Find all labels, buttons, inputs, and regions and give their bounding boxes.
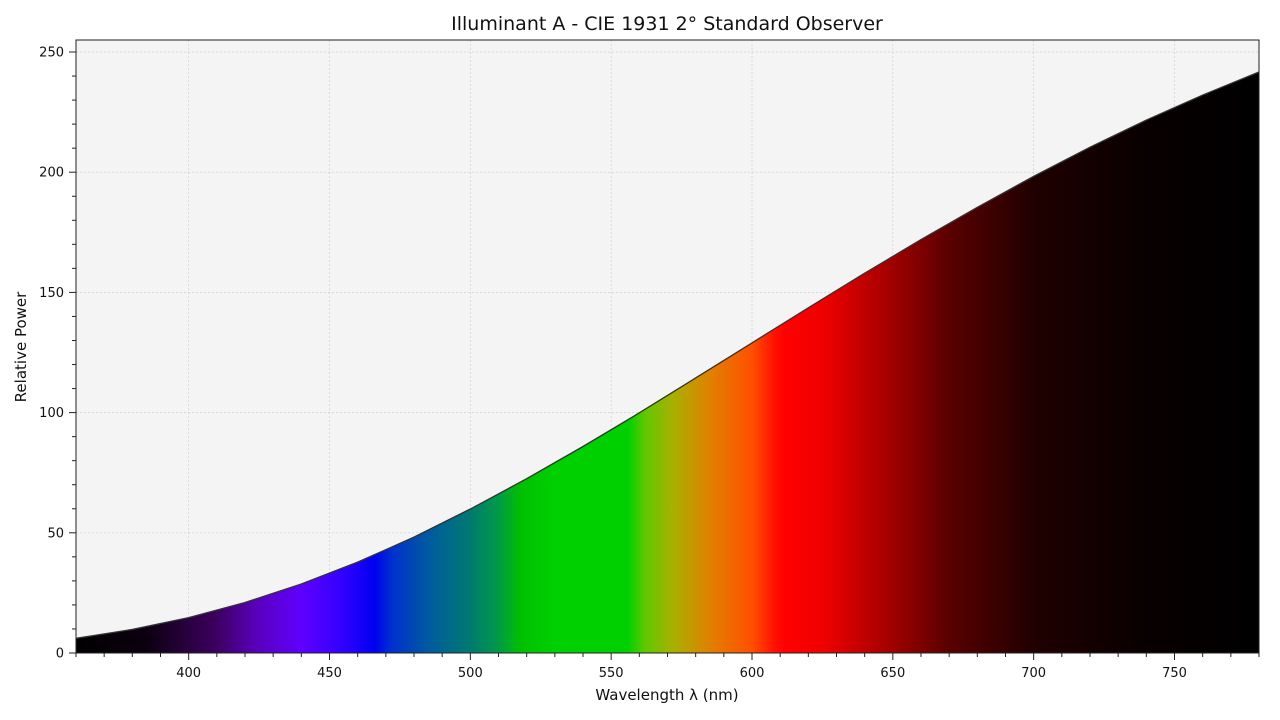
spd-curve [76,71,1259,639]
y-tick-label: 200 [39,166,64,181]
x-tick-label: 450 [317,666,342,681]
x-tick-label: 600 [740,666,765,681]
y-axis-label: Relative Power [12,291,30,402]
x-tick-label: 650 [880,666,905,681]
y-tick-label: 150 [39,286,64,301]
y-tick-label: 50 [47,526,64,541]
y-tick-label: 100 [39,406,64,421]
y-tick-label: 250 [39,46,64,61]
x-axis: 400 450 500 550 600 650 700 750 [75,653,1260,681]
x-axis-label: Wavelength λ (nm) [595,686,738,704]
y-axis: 0 50 100 150 200 250 [39,46,76,662]
x-tick-label: 550 [599,666,624,681]
x-tick-label: 700 [1021,666,1046,681]
y-tick-label: 0 [56,647,64,662]
spectrum-area [76,71,1259,653]
x-tick-label: 750 [1162,666,1187,681]
x-tick-label: 400 [176,666,201,681]
x-tick-label: 500 [458,666,483,681]
chart-title: Illuminant A - CIE 1931 2° Standard Obse… [451,13,883,35]
